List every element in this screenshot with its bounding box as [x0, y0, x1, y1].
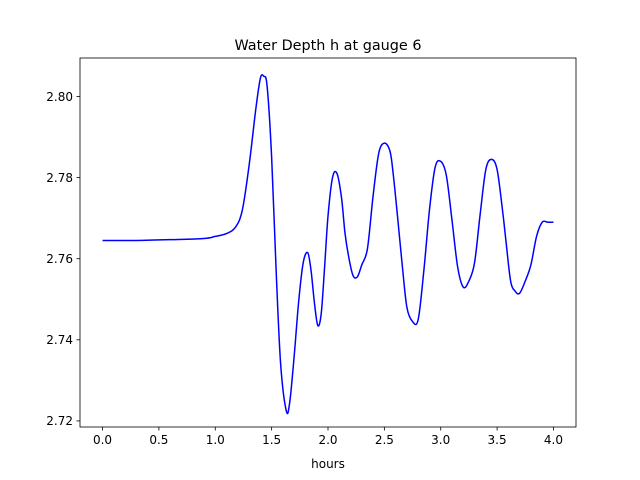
x-tick-label: 1.0	[206, 433, 225, 447]
x-tick-label: 0.0	[93, 433, 112, 447]
plot-area: 0.0 0.5 1.0 1.5 2.0 2.5 3.0 3.5 4.0 2.72 2.74 2.76 2…	[46, 57, 577, 447]
x-tick-label: 1.5	[262, 433, 281, 447]
chart-title: Water Depth h at gauge 6	[234, 38, 421, 54]
series-line-0	[102, 73, 554, 415]
x-tick-label: 4.0	[544, 433, 563, 447]
x-tick-label: 2.0	[318, 433, 337, 447]
y-tick-label: 2.74	[46, 333, 73, 347]
y-tick-label: 2.72	[46, 414, 73, 428]
y-tick-label: 2.80	[46, 90, 73, 104]
x-tick-label: 3.5	[488, 433, 507, 447]
x-tick-label: 0.5	[149, 433, 168, 447]
x-axis-label: hours	[311, 457, 345, 471]
x-tick-label: 3.0	[431, 433, 450, 447]
y-tick-label: 2.78	[46, 171, 73, 185]
y-tick-label: 2.76	[46, 252, 73, 266]
x-tick-label: 2.5	[375, 433, 394, 447]
